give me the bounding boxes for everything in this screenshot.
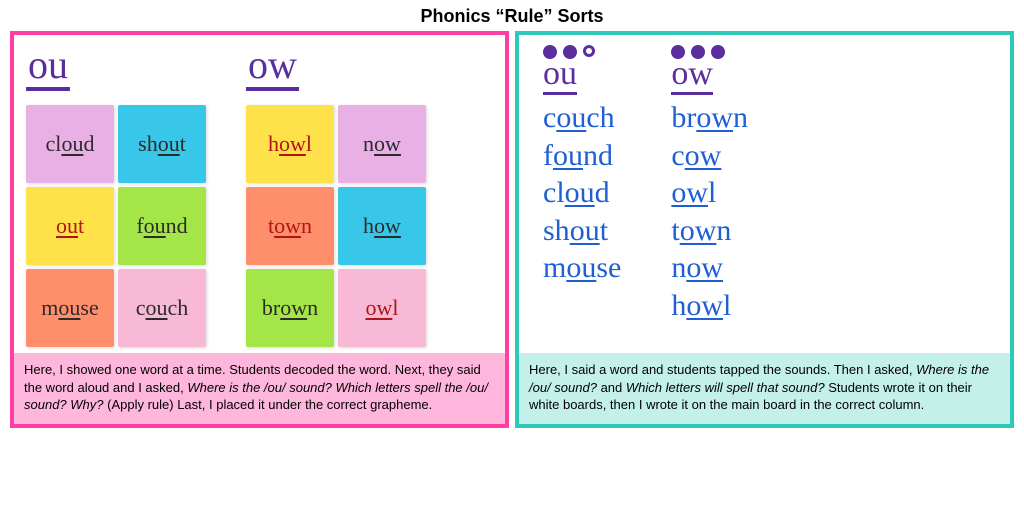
sticky-grid: howl now town how brown owl [246, 105, 426, 347]
sticky-word: couch [136, 295, 189, 321]
sticky-note: couch [118, 269, 206, 347]
whiteboard-word: brown [671, 99, 748, 137]
sticky-word: how [363, 213, 401, 239]
caption-text: (Apply rule) Last, I placed it under the… [104, 397, 433, 412]
sticky-note: mouse [26, 269, 114, 347]
sticky-word: howl [268, 131, 312, 157]
sound-dot [583, 45, 595, 57]
sticky-word: brown [262, 295, 318, 321]
whiteboard-word: couch [543, 99, 615, 137]
sticky-note: brown [246, 269, 334, 347]
panel-left-body: ou cloud shout out found mouse couch ow howl now t… [14, 35, 505, 353]
sticky-word: mouse [41, 295, 98, 321]
panel-whiteboard-sort: ou couchfoundcloudshoutmouse ow browncowowl… [515, 31, 1014, 428]
caption-text: and [597, 380, 626, 395]
whiteboard-word: found [543, 137, 613, 175]
sticky-word: town [268, 213, 312, 239]
sticky-note: shout [118, 105, 206, 183]
whiteboard-word: cow [671, 137, 721, 175]
whiteboard-column: ow browncowowltownnowhowl [671, 45, 748, 347]
sticky-note: cloud [26, 105, 114, 183]
column-header: ow [671, 57, 713, 95]
sticky-note: town [246, 187, 334, 265]
caption-left: Here, I showed one word at a time. Stude… [14, 353, 505, 424]
panel-sticky-sort: ou cloud shout out found mouse couch ow howl now t… [10, 31, 509, 428]
sort-column: ou cloud shout out found mouse couch [26, 45, 206, 347]
whiteboard-column: ou couchfoundcloudshoutmouse [543, 45, 621, 347]
caption-text: Here, I said a word and students tapped … [529, 362, 916, 377]
sticky-word: now [363, 131, 401, 157]
caption-right: Here, I said a word and students tapped … [519, 353, 1010, 424]
sticky-word: found [136, 213, 187, 239]
sticky-note: owl [338, 269, 426, 347]
column-header: ow [246, 45, 299, 91]
panel-right-body: ou couchfoundcloudshoutmouse ow browncowowl… [519, 35, 1010, 353]
sort-column: ow howl now town how brown owl [246, 45, 426, 347]
whiteboard-word: cloud [543, 174, 610, 212]
sticky-note: how [338, 187, 426, 265]
sticky-note: out [26, 187, 114, 265]
sticky-note: howl [246, 105, 334, 183]
whiteboard-word: now [671, 249, 723, 287]
whiteboard-word: town [671, 212, 731, 250]
caption-emphasis: Which letters will spell that sound? [626, 380, 825, 395]
sticky-note: now [338, 105, 426, 183]
sticky-grid: cloud shout out found mouse couch [26, 105, 206, 347]
sticky-word: out [56, 213, 84, 239]
panels-row: oucloudshoutoutfoundmousecouchowhowlnowt… [0, 31, 1024, 428]
column-header: ou [543, 57, 577, 95]
whiteboard-word: howl [671, 287, 731, 325]
sticky-note: found [118, 187, 206, 265]
sticky-word: cloud [46, 131, 95, 157]
sound-dot [711, 45, 725, 59]
whiteboard-word: owl [671, 174, 716, 212]
sticky-word: owl [365, 295, 398, 321]
page-title: Phonics “Rule” Sorts [0, 0, 1024, 31]
whiteboard-word: mouse [543, 249, 621, 287]
whiteboard-word: shout [543, 212, 608, 250]
column-header: ou [26, 45, 70, 91]
sticky-word: shout [138, 131, 186, 157]
